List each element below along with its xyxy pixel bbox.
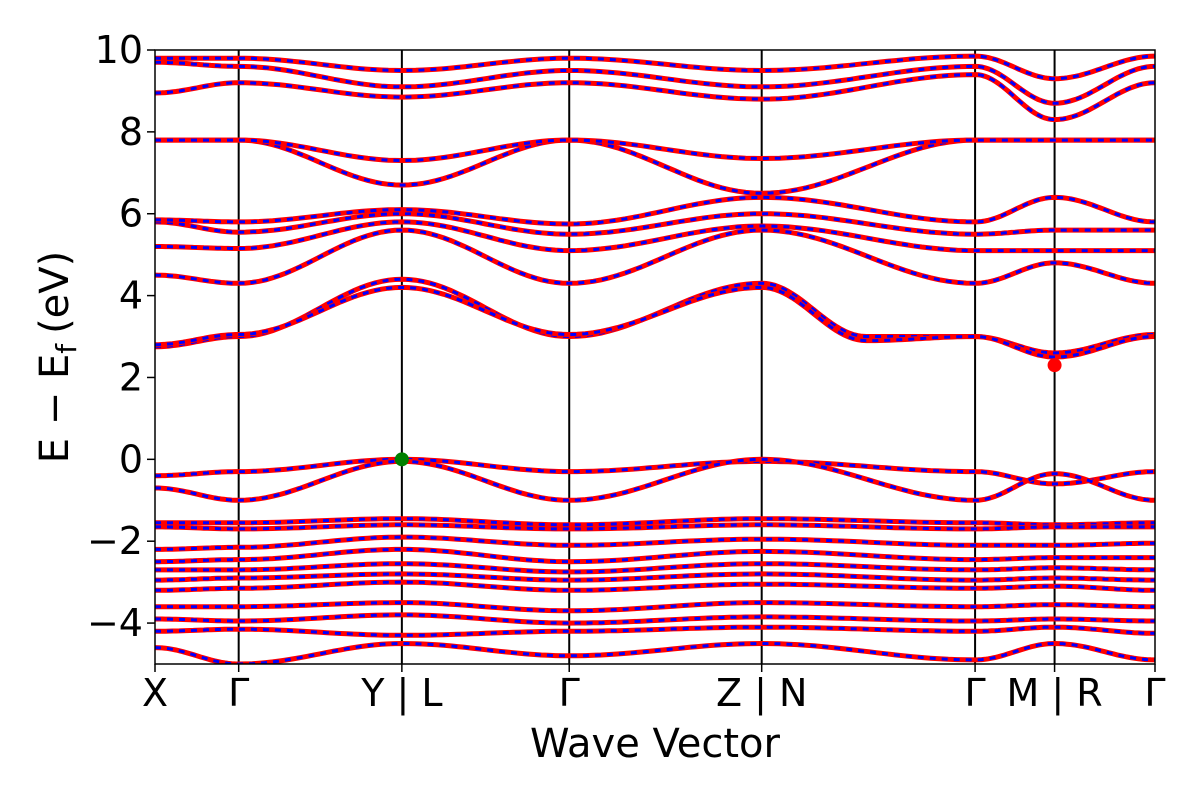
band-down-4 bbox=[155, 212, 1155, 236]
cbm-marker bbox=[1047, 358, 1062, 373]
band-down-16 bbox=[155, 547, 1155, 564]
band-up-5 bbox=[155, 194, 1155, 227]
band-down-23 bbox=[155, 641, 1155, 664]
band-down-11 bbox=[155, 457, 1155, 486]
band-down-15 bbox=[155, 535, 1155, 551]
band-down-18 bbox=[155, 572, 1155, 582]
band-down-21 bbox=[155, 613, 1155, 625]
band-up-13 bbox=[155, 516, 1155, 528]
band-up-8 bbox=[155, 72, 1155, 123]
band-down-8 bbox=[155, 73, 1155, 122]
y-axis-label-subscript: f bbox=[50, 343, 83, 354]
band-up-18 bbox=[155, 571, 1155, 583]
band-down-12 bbox=[155, 457, 1155, 502]
y-tick-label: 8 bbox=[119, 110, 143, 154]
band-down-1 bbox=[155, 285, 1155, 359]
band-down-0 bbox=[155, 277, 1155, 355]
extrema-markers bbox=[394, 358, 1062, 467]
x-tick-label: Γ bbox=[559, 671, 580, 715]
y-tick-label: 0 bbox=[119, 437, 143, 481]
x-tick-label: X bbox=[142, 671, 168, 715]
x-tick-label: Γ bbox=[228, 671, 249, 715]
band-lines bbox=[155, 53, 1155, 664]
plot-frame bbox=[154, 49, 1156, 665]
vbm-marker bbox=[394, 452, 409, 467]
band-down-22 bbox=[155, 625, 1155, 637]
x-tick-label: Γ bbox=[964, 671, 985, 715]
band-up-9 bbox=[155, 59, 1155, 106]
y-tick-label: 4 bbox=[119, 274, 143, 318]
band-down-3 bbox=[155, 220, 1155, 253]
band-down-20 bbox=[155, 601, 1155, 613]
band-down-5 bbox=[155, 195, 1155, 226]
band-up-17 bbox=[155, 561, 1155, 575]
x-tick-label: Y | L bbox=[360, 671, 442, 716]
band-down-14 bbox=[155, 523, 1155, 531]
y-tick-label: 2 bbox=[119, 355, 143, 399]
y-axis-label: E − Ef (eV) bbox=[32, 251, 83, 464]
band-up-22 bbox=[155, 624, 1155, 638]
x-axis-label: Wave Vector bbox=[530, 721, 781, 767]
band-down-2 bbox=[155, 228, 1155, 285]
y-axis-ticks: 10 8 6 4 2 0 −2 −4 bbox=[87, 28, 155, 645]
y-tick-label: −4 bbox=[87, 601, 143, 645]
y-tick-label: 10 bbox=[95, 28, 143, 72]
band-down-10 bbox=[155, 54, 1155, 81]
band-down-19 bbox=[155, 580, 1155, 592]
y-axis-label-unit: (eV) bbox=[32, 251, 78, 334]
band-up-16 bbox=[155, 546, 1155, 565]
band-up-11 bbox=[155, 456, 1155, 487]
x-tick-label: Γ bbox=[1144, 671, 1165, 715]
band-up-21 bbox=[155, 612, 1155, 626]
band-up-1 bbox=[155, 284, 1155, 360]
band-down-9 bbox=[155, 60, 1155, 105]
band-up-19 bbox=[155, 579, 1155, 593]
x-tick-label: M | R bbox=[1007, 671, 1103, 716]
band-down-7 bbox=[155, 138, 1155, 163]
y-tick-label: −2 bbox=[87, 519, 143, 563]
band-down-13 bbox=[155, 517, 1155, 527]
y-tick-label: 6 bbox=[119, 192, 143, 236]
x-tick-label: Z | N bbox=[716, 671, 807, 716]
y-axis-label-main: E − E bbox=[32, 354, 78, 464]
band-up-15 bbox=[155, 534, 1155, 552]
band-down-17 bbox=[155, 562, 1155, 574]
x-axis-ticks: X Γ Y | L Γ Z | N Γ M | R Γ bbox=[142, 664, 1166, 716]
